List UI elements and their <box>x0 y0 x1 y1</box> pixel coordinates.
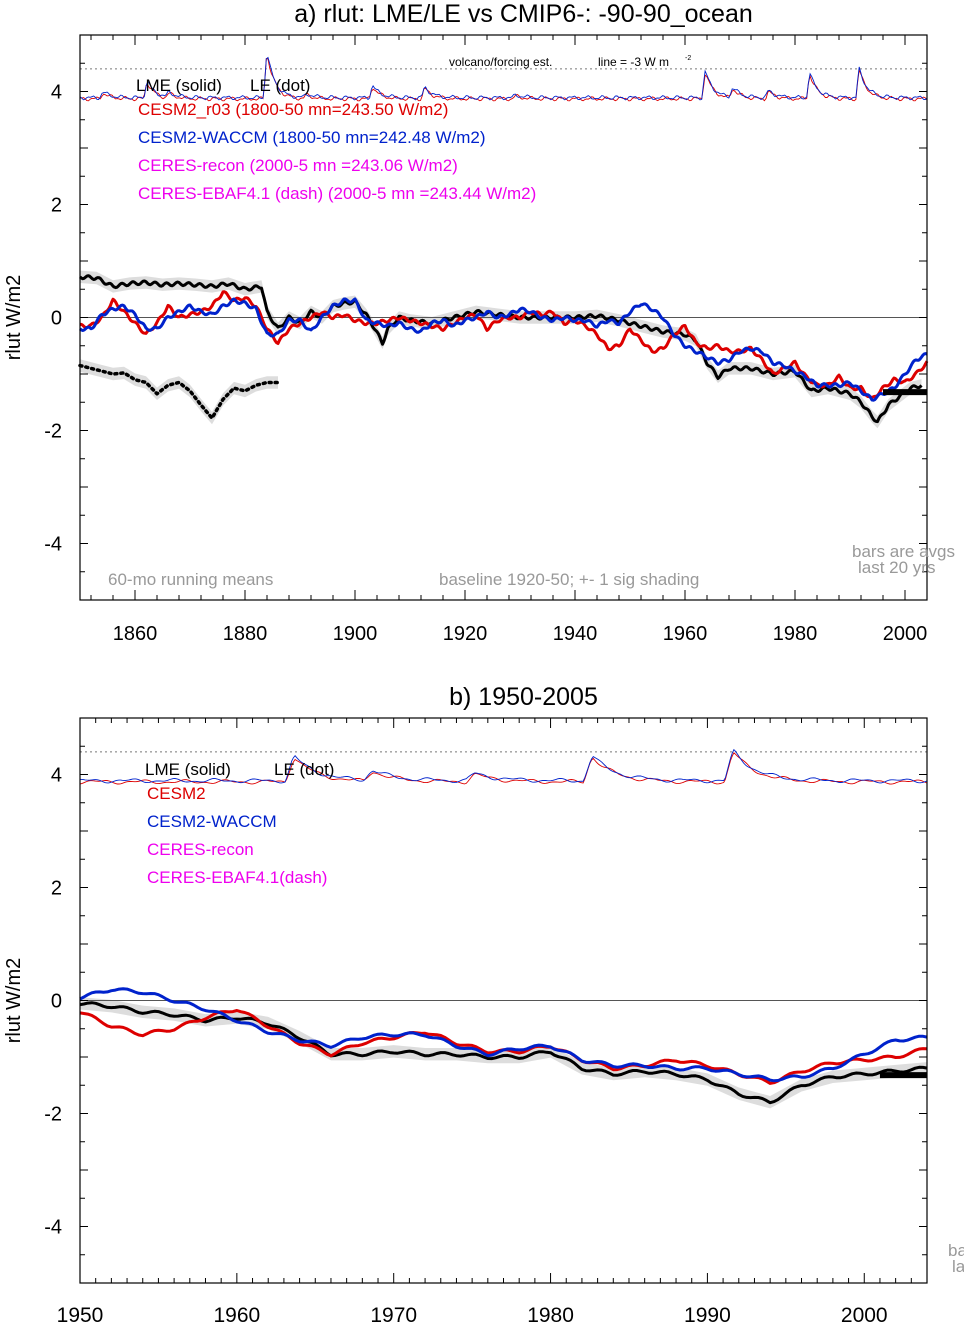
annotation-last-clipped: la <box>952 1257 964 1276</box>
y-tick-label: -2 <box>44 1104 62 1126</box>
x-tick-label: 1950 <box>57 1304 104 1325</box>
annotation-bars-clipped: ba <box>948 1241 964 1260</box>
series-line-lme-solid- <box>79 1001 928 1105</box>
x-tick-label: 1990 <box>684 1304 731 1325</box>
x-tick-label: 1900 <box>333 623 378 645</box>
legend-entry: CERES-recon (2000-5 mn =243.06 W/m2) <box>138 156 458 175</box>
x-tick-label: 1960 <box>213 1304 260 1325</box>
x-tick-label: 1980 <box>773 623 818 645</box>
annotation-baseline: baseline 1920-50; +- 1 sig shading <box>439 570 699 589</box>
legend-entry: CESM2-WACCM <box>147 812 277 831</box>
y-tick-label: 0 <box>51 991 62 1013</box>
series-line-le-dot- <box>78 363 280 420</box>
chart-title: a) rlut: LME/LE vs CMIP6-: -90-90_ocean <box>294 0 753 28</box>
x-tick-label: 1970 <box>370 1304 417 1325</box>
legend-header-lme: LME (solid) <box>136 76 222 95</box>
forcing-curve-waccm <box>79 748 928 784</box>
line-note-sup: -2 <box>685 55 691 62</box>
y-axis-label: rlut W/m2 <box>3 958 25 1044</box>
legend-entry: CERES-EBAF4.1 (dash) (2000-5 mn =243.44 … <box>138 184 536 203</box>
series-line-cesm2-waccm <box>79 297 928 402</box>
annotation-running-means: 60-mo running means <box>108 570 273 589</box>
y-axis-label: rlut W/m2 <box>3 275 25 361</box>
x-tick-label: 1980 <box>527 1304 574 1325</box>
y-tick-label: 4 <box>51 765 62 787</box>
y-tick-label: 4 <box>51 82 62 104</box>
x-tick-label: 1860 <box>113 623 158 645</box>
legend-entry: CESM2-WACCM (1800-50 mn=242.48 W/m2) <box>138 128 486 147</box>
series-line-lme-solid- <box>79 274 923 424</box>
y-tick-label: 2 <box>51 195 62 217</box>
annotation-bars: bars are avgs <box>852 542 955 561</box>
y-tick-label: 2 <box>51 878 62 900</box>
panel-b: b) 1950-2005 rlut W/m2 -4 -2 0 2 4 1950 1960 1970… <box>3 683 964 1325</box>
y-tick-label: -4 <box>44 534 62 556</box>
legend-entry: CERES-EBAF4.1(dash) <box>147 868 327 887</box>
legend-header-le: LE (dot) <box>250 76 310 95</box>
annotation-last-20: last 20 yrs <box>858 558 935 577</box>
x-tick-label: 2000 <box>841 1304 888 1325</box>
volcano-note: volcano/forcing est. <box>449 55 552 69</box>
forcing-curve-waccm <box>79 56 928 101</box>
legend-entry: CESM2_r03 (1800-50 mn=243.50 W/m2) <box>138 100 448 119</box>
x-tick-label: 2000 <box>883 623 928 645</box>
x-tick-label: 1960 <box>663 623 708 645</box>
x-tick-label: 1880 <box>223 623 268 645</box>
chart-title: b) 1950-2005 <box>449 683 598 711</box>
legend-header-lme: LME (solid) <box>145 760 231 779</box>
legend-entry: CERES-recon <box>147 840 254 859</box>
y-tick-label: 0 <box>51 308 62 330</box>
legend-entry: CESM2 <box>147 784 206 803</box>
uncertainty-shading <box>80 359 278 425</box>
y-tick-label: -2 <box>44 421 62 443</box>
uncertainty-shading <box>80 270 922 429</box>
forcing-curve-cesm2 <box>80 58 928 102</box>
line-note: line = -3 W m <box>598 55 669 69</box>
x-tick-label: 1920 <box>443 623 488 645</box>
y-tick-label: -4 <box>44 1217 62 1239</box>
legend-header-le: LE (dot) <box>274 760 334 779</box>
x-tick-label: 1940 <box>553 623 598 645</box>
uncertainty-shading <box>80 997 927 1109</box>
panel-a: a) rlut: LME/LE vs CMIP6-: -90-90_oceanr… <box>3 0 955 645</box>
series-line-cesm2-waccm <box>79 987 928 1083</box>
